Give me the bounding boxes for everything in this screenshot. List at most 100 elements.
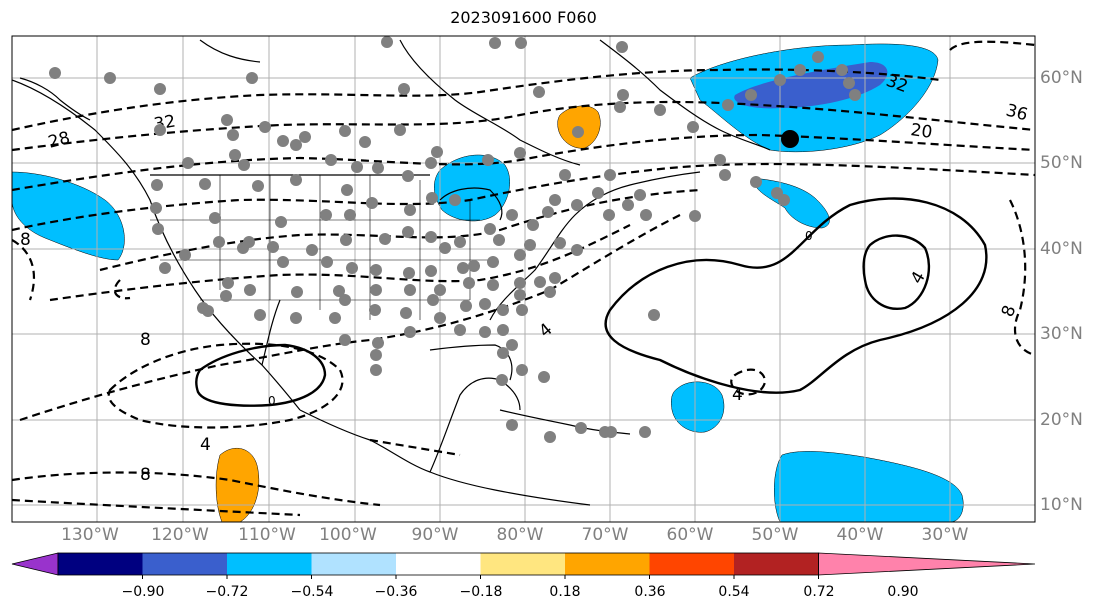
colorbar-tick-label: 0.18 <box>549 584 581 600</box>
lon-label: 30°W <box>921 525 969 545</box>
colorbar-tick-label: −0.72 <box>205 584 249 600</box>
station-marker <box>549 272 561 284</box>
station-marker <box>812 51 824 63</box>
station-marker <box>404 204 416 216</box>
station-marker <box>622 199 634 211</box>
station-marker <box>344 209 356 221</box>
lon-label: 50°W <box>751 525 799 545</box>
station-marker <box>639 426 651 438</box>
station-marker <box>372 337 384 349</box>
station-marker <box>592 187 604 199</box>
station-marker <box>439 242 451 254</box>
station-marker <box>571 244 583 256</box>
station-marker <box>774 74 786 86</box>
station-marker <box>687 121 699 133</box>
station-marker <box>497 324 509 336</box>
lon-label: 130°W <box>61 525 119 545</box>
station-marker <box>182 157 194 169</box>
station-marker <box>689 210 701 222</box>
lon-label: 60°W <box>666 525 714 545</box>
station-marker <box>154 124 166 136</box>
station-marker <box>339 334 351 346</box>
station-marker <box>427 294 439 306</box>
colorbar-segment <box>480 553 565 575</box>
station-marker <box>479 298 491 310</box>
station-marker <box>489 37 501 49</box>
station-marker <box>213 236 225 248</box>
station-marker <box>778 194 790 206</box>
shade-darkblue-north-atlantic <box>734 62 888 109</box>
station-marker <box>179 249 191 261</box>
station-marker <box>404 284 416 296</box>
map-frame <box>11 35 1036 523</box>
station-marker <box>714 154 726 166</box>
station-marker <box>515 37 527 49</box>
station-marker <box>538 371 550 383</box>
station-marker <box>617 89 629 101</box>
station-marker <box>402 170 414 182</box>
contour-label: 8 <box>140 465 151 485</box>
station-marker <box>339 125 351 137</box>
lat-lon-grid <box>12 36 1035 522</box>
station-marker <box>533 86 545 98</box>
station-marker <box>220 290 232 302</box>
colorbar-tick-label: 0.72 <box>803 584 835 600</box>
station-marker <box>299 131 311 143</box>
contour-lines-dashed <box>12 40 1035 517</box>
lon-label: 90°W <box>411 525 459 545</box>
colorbar-segment <box>58 553 143 575</box>
station-marker <box>604 169 616 181</box>
station-marker <box>252 180 264 192</box>
highlighted-station-marker <box>781 130 799 148</box>
station-marker <box>516 304 528 316</box>
station-marker <box>159 262 171 274</box>
station-marker <box>648 309 660 321</box>
station-marker <box>404 326 416 338</box>
station-marker <box>434 312 446 324</box>
station-marker <box>542 206 554 218</box>
station-marker <box>277 256 289 268</box>
colorbar-tick-label: −0.54 <box>290 584 334 600</box>
station-marker <box>454 236 466 248</box>
station-marker <box>152 223 164 235</box>
lat-label: 40°N <box>1040 239 1083 259</box>
contour-label: 0 <box>805 229 813 243</box>
station-marker <box>346 262 358 274</box>
station-marker <box>493 234 505 246</box>
station-marker <box>369 304 381 316</box>
station-marker <box>359 136 371 148</box>
station-marker <box>454 324 466 336</box>
station-marker <box>640 209 652 221</box>
station-marker <box>514 249 526 261</box>
colorbar-frame <box>57 552 819 576</box>
station-marker <box>496 374 508 386</box>
station-marker <box>229 149 241 161</box>
station-marker <box>275 216 287 228</box>
station-marker <box>394 124 406 136</box>
station-marker <box>227 129 239 141</box>
station-marker <box>370 364 382 376</box>
station-marker <box>379 233 391 245</box>
station-marker <box>514 289 526 301</box>
station-marker <box>370 349 382 361</box>
station-marker <box>325 154 337 166</box>
station-marker <box>150 202 162 214</box>
contour-label: 8 <box>140 330 151 350</box>
station-marker <box>403 267 415 279</box>
contour-label: 20 <box>909 120 933 143</box>
station-marker <box>425 231 437 243</box>
station-marker <box>514 147 526 159</box>
station-marker <box>434 284 446 296</box>
station-marker <box>616 41 628 53</box>
lat-label: 50°N <box>1040 153 1083 173</box>
station-marker <box>554 237 566 249</box>
lat-label: 20°N <box>1040 410 1083 430</box>
lat-label: 10°N <box>1040 495 1083 515</box>
station-marker <box>366 197 378 209</box>
station-marker <box>603 209 615 221</box>
station-marker <box>836 64 848 76</box>
station-marker <box>497 347 509 359</box>
station-marker <box>506 419 518 431</box>
station-marker <box>527 219 539 231</box>
station-marker <box>372 162 384 174</box>
